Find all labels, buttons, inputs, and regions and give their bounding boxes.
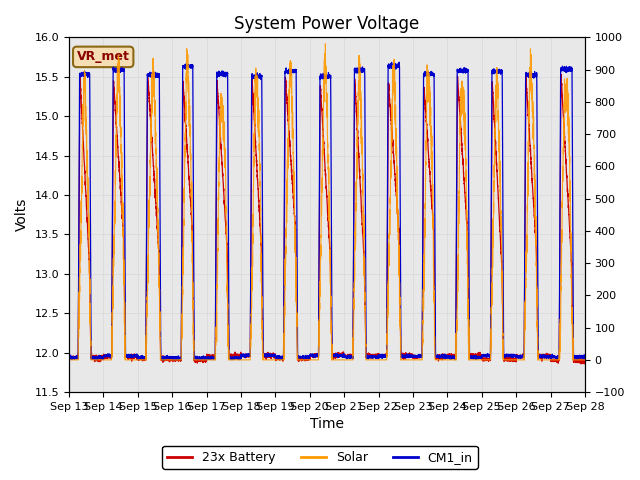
X-axis label: Time: Time [310,418,344,432]
Legend: 23x Battery, Solar, CM1_in: 23x Battery, Solar, CM1_in [163,446,477,469]
Y-axis label: Volts: Volts [15,198,29,231]
Title: System Power Voltage: System Power Voltage [234,15,420,33]
Text: VR_met: VR_met [77,50,130,63]
